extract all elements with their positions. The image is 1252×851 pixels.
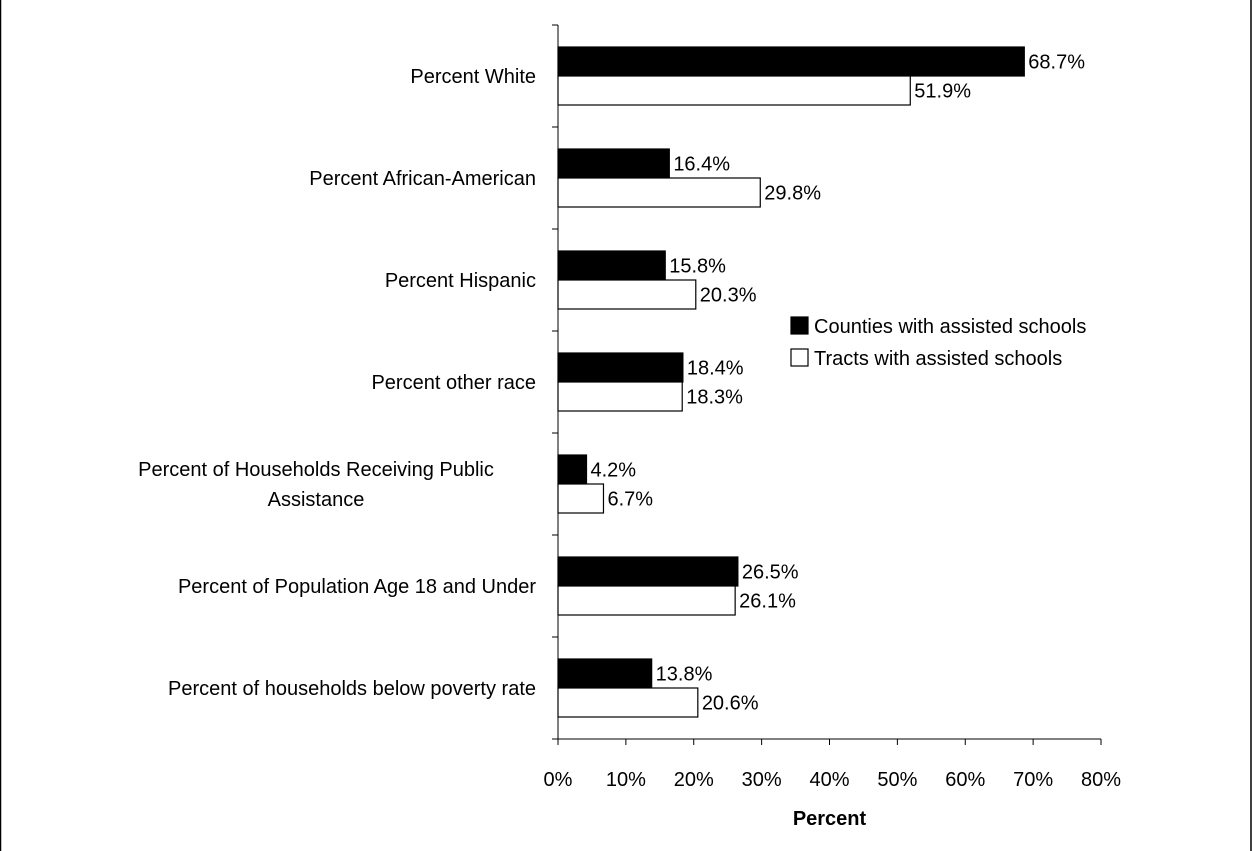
x-tick-label: 70% (1013, 769, 1053, 791)
legend-swatch-counties (790, 316, 809, 335)
legend-label: Tracts with assisted schools (814, 348, 1062, 370)
data-label: 13.8% (656, 664, 713, 686)
data-label: 6.7% (607, 489, 653, 511)
category-label: Percent other race (371, 372, 536, 394)
bar-tracts (557, 177, 761, 208)
x-tick-label: 80% (1081, 769, 1121, 791)
data-label: 15.8% (669, 256, 726, 278)
bar-tracts (557, 483, 605, 514)
bar-counties (557, 556, 739, 587)
bar-counties (557, 658, 653, 689)
bar-counties (557, 250, 666, 281)
data-label: 29.8% (764, 183, 821, 205)
data-label: 51.9% (914, 81, 971, 103)
bar-tracts (557, 75, 911, 106)
data-label: 26.1% (739, 591, 796, 613)
x-tick-label: 40% (809, 769, 849, 791)
x-tick-label: 0% (544, 769, 573, 791)
bar-counties (557, 352, 684, 383)
bar-counties (557, 46, 1025, 77)
category-label: Percent White (410, 66, 536, 88)
x-tick-label: 60% (945, 769, 985, 791)
bar-tracts (557, 381, 683, 412)
data-label: 68.7% (1028, 52, 1085, 74)
legend-label: Counties with assisted schools (814, 316, 1086, 338)
bar-tracts (557, 687, 699, 718)
category-label: Percent of Households Receiving Public (138, 459, 494, 481)
x-tick-label: 20% (674, 769, 714, 791)
bar-counties (557, 148, 670, 179)
data-label: 26.5% (742, 562, 799, 584)
data-label: 16.4% (673, 154, 730, 176)
bar-tracts (557, 279, 697, 310)
category-label: Assistance (268, 489, 365, 511)
x-tick-label: 30% (742, 769, 782, 791)
data-label: 4.2% (591, 460, 637, 482)
category-label: Percent of Population Age 18 and Under (178, 576, 536, 598)
x-axis-title: Percent (793, 808, 867, 830)
x-tick-label: 10% (606, 769, 646, 791)
legend-swatch-tracts (790, 348, 809, 367)
category-label: Percent Hispanic (385, 270, 536, 292)
bar-counties (557, 454, 588, 485)
category-label: Percent of households below poverty rate (168, 678, 536, 700)
data-label: 20.6% (702, 693, 759, 715)
x-tick-label: 50% (877, 769, 917, 791)
category-label: Percent African-American (309, 168, 536, 190)
data-label: 18.4% (687, 358, 744, 380)
data-label: 20.3% (700, 285, 757, 307)
data-label: 18.3% (686, 387, 743, 409)
bar-tracts (557, 585, 736, 616)
